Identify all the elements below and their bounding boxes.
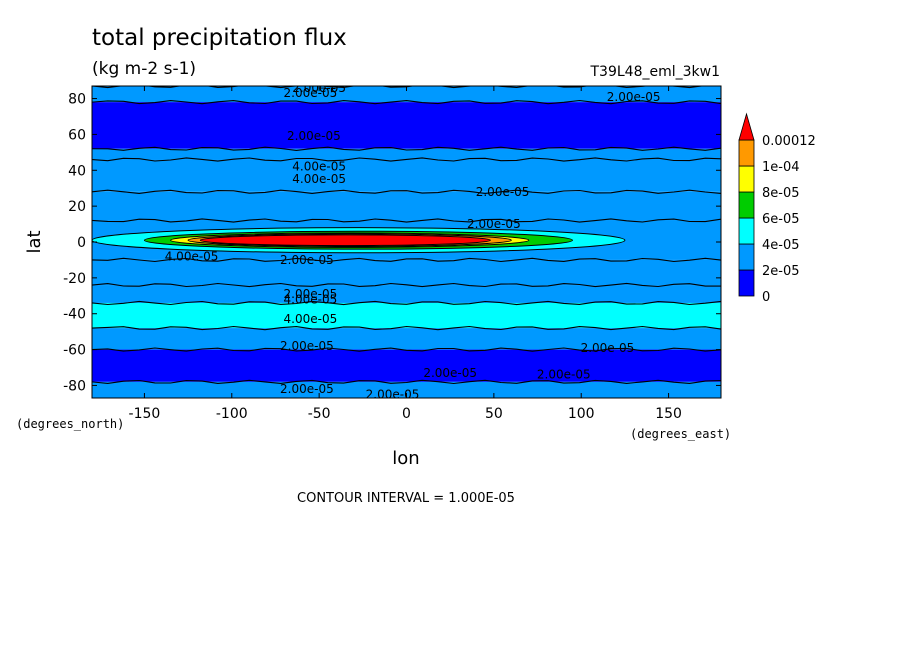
x-axis: -150 -100 -50 0 50 100 150 [129, 86, 682, 422]
peak-band-4 [199, 234, 491, 247]
y-tick-label: 60 [68, 127, 86, 143]
x-tick-label: -150 [129, 406, 161, 422]
colorbar-label: 1e-04 [762, 160, 800, 175]
run-label: T39L48_eml_3kw1 [590, 64, 721, 80]
colorbar-swatch-0 [738, 269, 755, 297]
x-tick-label: -50 [308, 406, 331, 422]
contour-label: 2.00e-05 [537, 368, 591, 382]
colorbar-label: 2e-05 [762, 264, 800, 279]
contour-line-10 [92, 347, 721, 352]
contour-lines [92, 86, 721, 385]
x-tick-label: 0 [402, 406, 411, 422]
contour-label: 2.00e-05 [284, 287, 338, 301]
colorbar-label: 0.00012 [762, 134, 816, 149]
contour-line-2 [92, 146, 721, 151]
y-tick-label: -40 [63, 307, 86, 323]
x-tick-label: 150 [655, 406, 682, 422]
y-axis-unit: (degrees_north) [16, 417, 124, 431]
band-6 [92, 259, 721, 286]
band-8 [92, 302, 721, 329]
y-axis-label: lat [24, 230, 45, 253]
contour-line-3 [92, 157, 721, 162]
x-axis-unit: (degrees_east) [630, 427, 731, 441]
y-tick-label: 20 [68, 199, 86, 215]
band-3 [92, 159, 721, 192]
contour-line-9 [92, 325, 721, 331]
colorbar-swatch-3 [738, 191, 755, 219]
contour-line-6 [92, 257, 721, 263]
contour-label: 4.00e-05 [284, 292, 338, 306]
chart-title: total precipitation flux [92, 25, 347, 51]
contour-line-8 [92, 300, 721, 306]
x-tick-label: 100 [568, 406, 595, 422]
x-tick-label: 50 [485, 406, 503, 422]
colorbar-swatch-1 [738, 243, 755, 271]
contour-label: 4.00e-05 [284, 312, 338, 326]
colorbar-label: 4e-05 [762, 238, 800, 253]
contour-label: 4.00e-05 [165, 249, 219, 263]
band-1 [92, 102, 721, 149]
chart-units: (kg m-2 s-1) [92, 59, 196, 79]
colorbar-label: 0 [762, 290, 770, 305]
band-4 [92, 191, 721, 221]
contour-label: 2.00e-05 [423, 366, 477, 380]
contour-label: 2.00e-05 [280, 253, 334, 267]
contour-label: 2.00e-05 [366, 387, 420, 401]
contour-labels: 2.00e-052.00e-05 2.00e-052.00e-054.00e-05… [165, 86, 661, 401]
contour-label: 2.00e-05 [280, 339, 334, 353]
colorbar-label: 6e-05 [762, 212, 800, 227]
band-2 [92, 148, 721, 160]
contour-line-1 [92, 99, 721, 105]
contour-label: 2.00e-05 [284, 86, 338, 100]
colorbar-label: 8e-05 [762, 186, 800, 201]
contour-label: 2.00e-05 [280, 382, 334, 396]
contour-label: 4.00e-05 [292, 172, 346, 186]
colorbar-swatch-2 [738, 217, 755, 245]
equatorial-peak [92, 227, 626, 254]
contour-line-7 [92, 282, 721, 288]
colorbar-extend-arrow [738, 112, 755, 141]
contour-label: 4.00e-05 [292, 160, 346, 174]
x-axis-label: lon [392, 448, 419, 469]
y-axis: -80 -60 -40 -20 0 20 40 60 80 [63, 92, 721, 394]
colorbar-swatch-4 [738, 165, 755, 193]
band-9 [92, 328, 721, 350]
contour-label: 2.00e-05 [581, 341, 635, 355]
contour-line-4 [92, 189, 721, 194]
band-11 [92, 381, 721, 398]
colorbar-swatch-5 [738, 139, 755, 167]
y-tick-label: -80 [63, 378, 86, 394]
contour-interval-note: CONTOUR INTERVAL = 1.000E-05 [297, 491, 515, 506]
band-7 [92, 285, 721, 303]
contour-line-11 [92, 379, 721, 385]
band-0 [92, 86, 721, 103]
contour-label: 2.00e-05 [467, 217, 521, 231]
y-tick-label: -20 [63, 271, 86, 287]
contour-label: 2.00e-05 [287, 129, 341, 143]
band-10 [92, 349, 721, 382]
y-tick-label: -60 [63, 343, 86, 359]
x-tick-label: -100 [216, 406, 248, 422]
contour-line-5 [92, 218, 721, 223]
contour-label: 2.00e-05 [476, 185, 530, 199]
y-tick-label: 80 [68, 92, 86, 108]
colorbar: 0 2e-05 4e-05 6e-05 8e-05 1e-04 0.00012 [738, 112, 816, 305]
plot-area: 2.00e-052.00e-05 2.00e-052.00e-054.00e-05… [92, 86, 721, 401]
y-tick-label: 0 [77, 235, 86, 251]
y-tick-label: 40 [68, 163, 86, 179]
contour-label: 2.00e-05 [607, 90, 661, 104]
